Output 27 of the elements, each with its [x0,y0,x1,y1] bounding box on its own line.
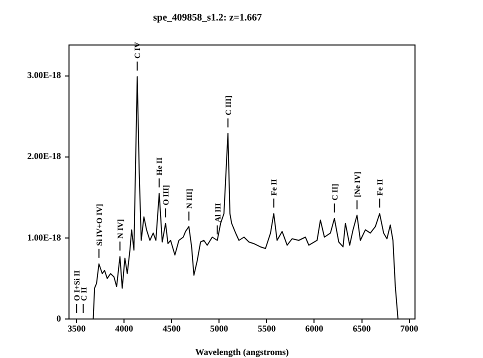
x-tick-label: 7000 [400,324,419,334]
annotation: Fe II [376,178,385,196]
x-tick-label: 3500 [68,324,86,334]
annotation: N III] [184,188,194,209]
y-tick-label: 2.00E-18 [27,151,62,162]
y-tick-label: 0 [56,313,62,324]
x-tick-label: 6500 [352,324,372,334]
x-tick-label: 4000 [115,324,134,334]
annotation: Al III [213,203,222,222]
x-tick-label: 6000 [305,324,324,334]
annotation: C III] [224,95,233,116]
y-tick-label: 3.00E-18 [27,70,62,80]
x-axis-title: Wavelength (angstroms) [195,346,289,357]
annotation: He II [155,157,164,176]
annotation: O I+Si II [72,270,82,301]
annotation: O III] [162,184,171,206]
annotation: Fe II [270,178,279,196]
y-tick-label: 1.00E-18 [27,232,62,242]
x-tick-label: 5000 [210,324,229,334]
x-tick-label: 5500 [258,324,276,334]
annotation: N IV] [116,218,125,239]
annotation: C II [79,286,88,301]
annotation: [Ne IV] [353,171,362,198]
chart-title: spe_409858_s1.2: z=1.667 [153,12,262,24]
annotation: C II] [330,183,340,200]
x-tick-label: 4500 [162,324,182,334]
annotation: Si IV+O IV] [94,204,104,246]
